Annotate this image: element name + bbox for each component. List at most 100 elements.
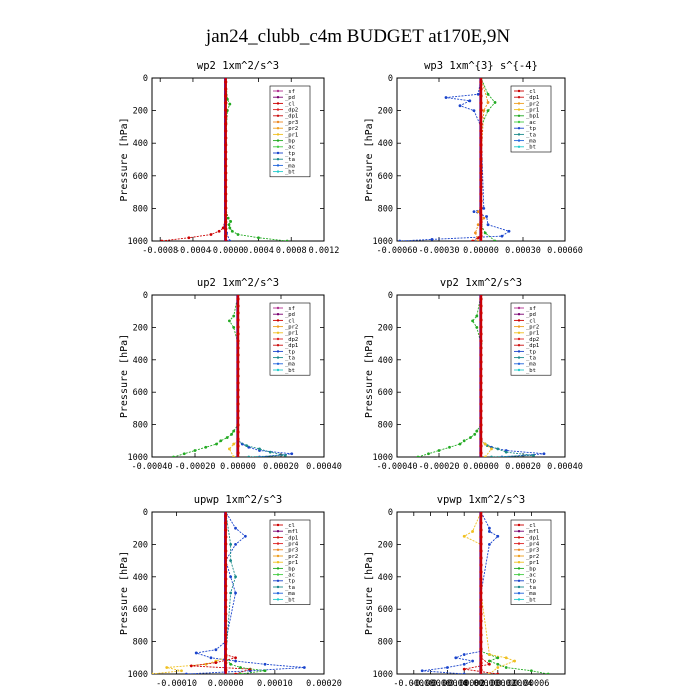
y-axis-label: Pressure [hPa] (119, 117, 130, 201)
x-tick-label: 0.00020 (505, 462, 541, 472)
legend-marker (276, 96, 280, 99)
x-tick-label: -0.00030 (419, 246, 460, 256)
series-line_dp1 (480, 78, 496, 241)
series-point_ac (229, 591, 233, 595)
legend-marker (517, 362, 521, 365)
zero-profile-marker (224, 94, 228, 98)
zero-profile-marker (479, 199, 483, 203)
series-point_pd (217, 229, 221, 233)
zero-profile-marker (224, 87, 228, 91)
legend-entry: _pr3 (526, 548, 539, 554)
zero-profile-marker (479, 542, 483, 546)
legend-entry: _dp1 (526, 343, 539, 349)
zero-profile-marker (224, 80, 228, 84)
series-point_dp1 (228, 319, 231, 323)
y-tick-label: 800 (133, 421, 148, 431)
zero-profile-marker (224, 185, 228, 189)
series-point_dp1 (230, 432, 233, 436)
series-point_dp1 (225, 436, 229, 439)
legend-entry: _tp (285, 579, 295, 585)
zero-profile-marker (479, 577, 483, 581)
series-point_pr1 (152, 672, 154, 674)
series-point_tp (214, 648, 218, 652)
series-point_dp1 (228, 102, 232, 106)
series-point_pr1 (482, 109, 486, 112)
series-point_tp (444, 96, 448, 99)
series-point_dp1 (257, 236, 260, 240)
legend-entry: _ma (285, 362, 295, 368)
zero-profile-marker (224, 199, 228, 203)
legend-marker (276, 598, 280, 601)
zero-profile-marker (479, 178, 483, 182)
zero-profile-marker (236, 374, 240, 378)
x-tick-label: 0.0008 (276, 246, 307, 256)
series-point_tp (486, 223, 490, 227)
zero-profile-marker (236, 451, 240, 455)
series-point_dp1 (496, 662, 500, 666)
zero-profile-marker (224, 542, 228, 546)
legend-marker (276, 306, 280, 310)
legend-marker (517, 523, 521, 527)
x-tick-label: 0.00004 (497, 679, 533, 689)
legend-marker (517, 331, 521, 334)
zero-profile-marker (479, 122, 483, 126)
series-point_dp1 (530, 669, 533, 673)
legend-marker (276, 170, 280, 173)
zero-profile-marker (224, 647, 228, 651)
y-tick-label: 1000 (373, 670, 393, 680)
zero-profile-marker (224, 150, 228, 154)
legend-marker (517, 350, 521, 353)
legend: _sf_pd_cl_pr2_pr1_dp2_dp1_tp_ta_ma_bt (510, 302, 552, 376)
zero-profile-marker (236, 430, 240, 434)
x-tick-label: 0.00020 (306, 679, 342, 689)
series-point_ac (229, 559, 233, 562)
zero-profile-marker (479, 311, 483, 315)
legend-entry: _ac (526, 573, 536, 579)
series-point_dp1 (475, 314, 479, 318)
series-point_pr1 (180, 669, 183, 673)
legend-marker (517, 344, 521, 347)
legend-entry: _pr3 (285, 120, 298, 126)
zero-profile-marker (479, 528, 483, 532)
legend-marker (517, 96, 521, 99)
zero-profile-marker (224, 115, 228, 119)
x-tick-label: -0.00040 (132, 462, 173, 472)
zero-profile-marker (224, 143, 228, 147)
zero-profile-marker (224, 626, 228, 630)
zero-profile-marker (479, 346, 483, 350)
chart-panel-2: wp3 1xm^{3} s^{-4} Pressure [hPa] 0 200 400 6… (364, 60, 583, 256)
zero-profile-marker (479, 129, 483, 133)
series-point_dp1 (232, 314, 236, 318)
series-point_dp1 (193, 449, 197, 452)
series-point_dp1 (486, 92, 490, 96)
legend-entry: _tp (526, 579, 536, 585)
zero-profile-marker (236, 388, 240, 392)
series-point_cl (496, 672, 500, 674)
legend-entry: _bp (285, 139, 295, 145)
legend-entry: _bt (285, 170, 295, 176)
y-axis-label: Pressure [hPa] (364, 334, 375, 418)
zero-profile-marker (236, 353, 240, 357)
legend-entry: _dp1 (526, 95, 539, 101)
y-tick-label: 600 (133, 605, 148, 615)
series-point_tp (542, 452, 546, 456)
series-point_pr1 (476, 210, 480, 214)
zero-profile-marker (224, 178, 228, 182)
series-point_tp (507, 229, 511, 233)
series-point_ta (490, 455, 493, 457)
zero-profile-marker (479, 157, 483, 161)
legend-marker (276, 133, 280, 136)
zero-profile-marker (479, 318, 483, 322)
series-point_tp (263, 662, 267, 666)
legend-marker (276, 127, 280, 130)
series-point_pd (187, 236, 191, 240)
zero-profile-marker (479, 619, 483, 623)
zero-profile-marker (224, 129, 228, 133)
series-point_dp1 (263, 669, 267, 673)
zero-profile-marker (224, 619, 228, 623)
panel-title: vpwp 1xm^2/s^3 (437, 494, 526, 506)
zero-profile-marker (224, 556, 228, 560)
series-point_tp (472, 210, 476, 214)
legend-marker (517, 554, 521, 558)
legend-marker (276, 313, 280, 316)
